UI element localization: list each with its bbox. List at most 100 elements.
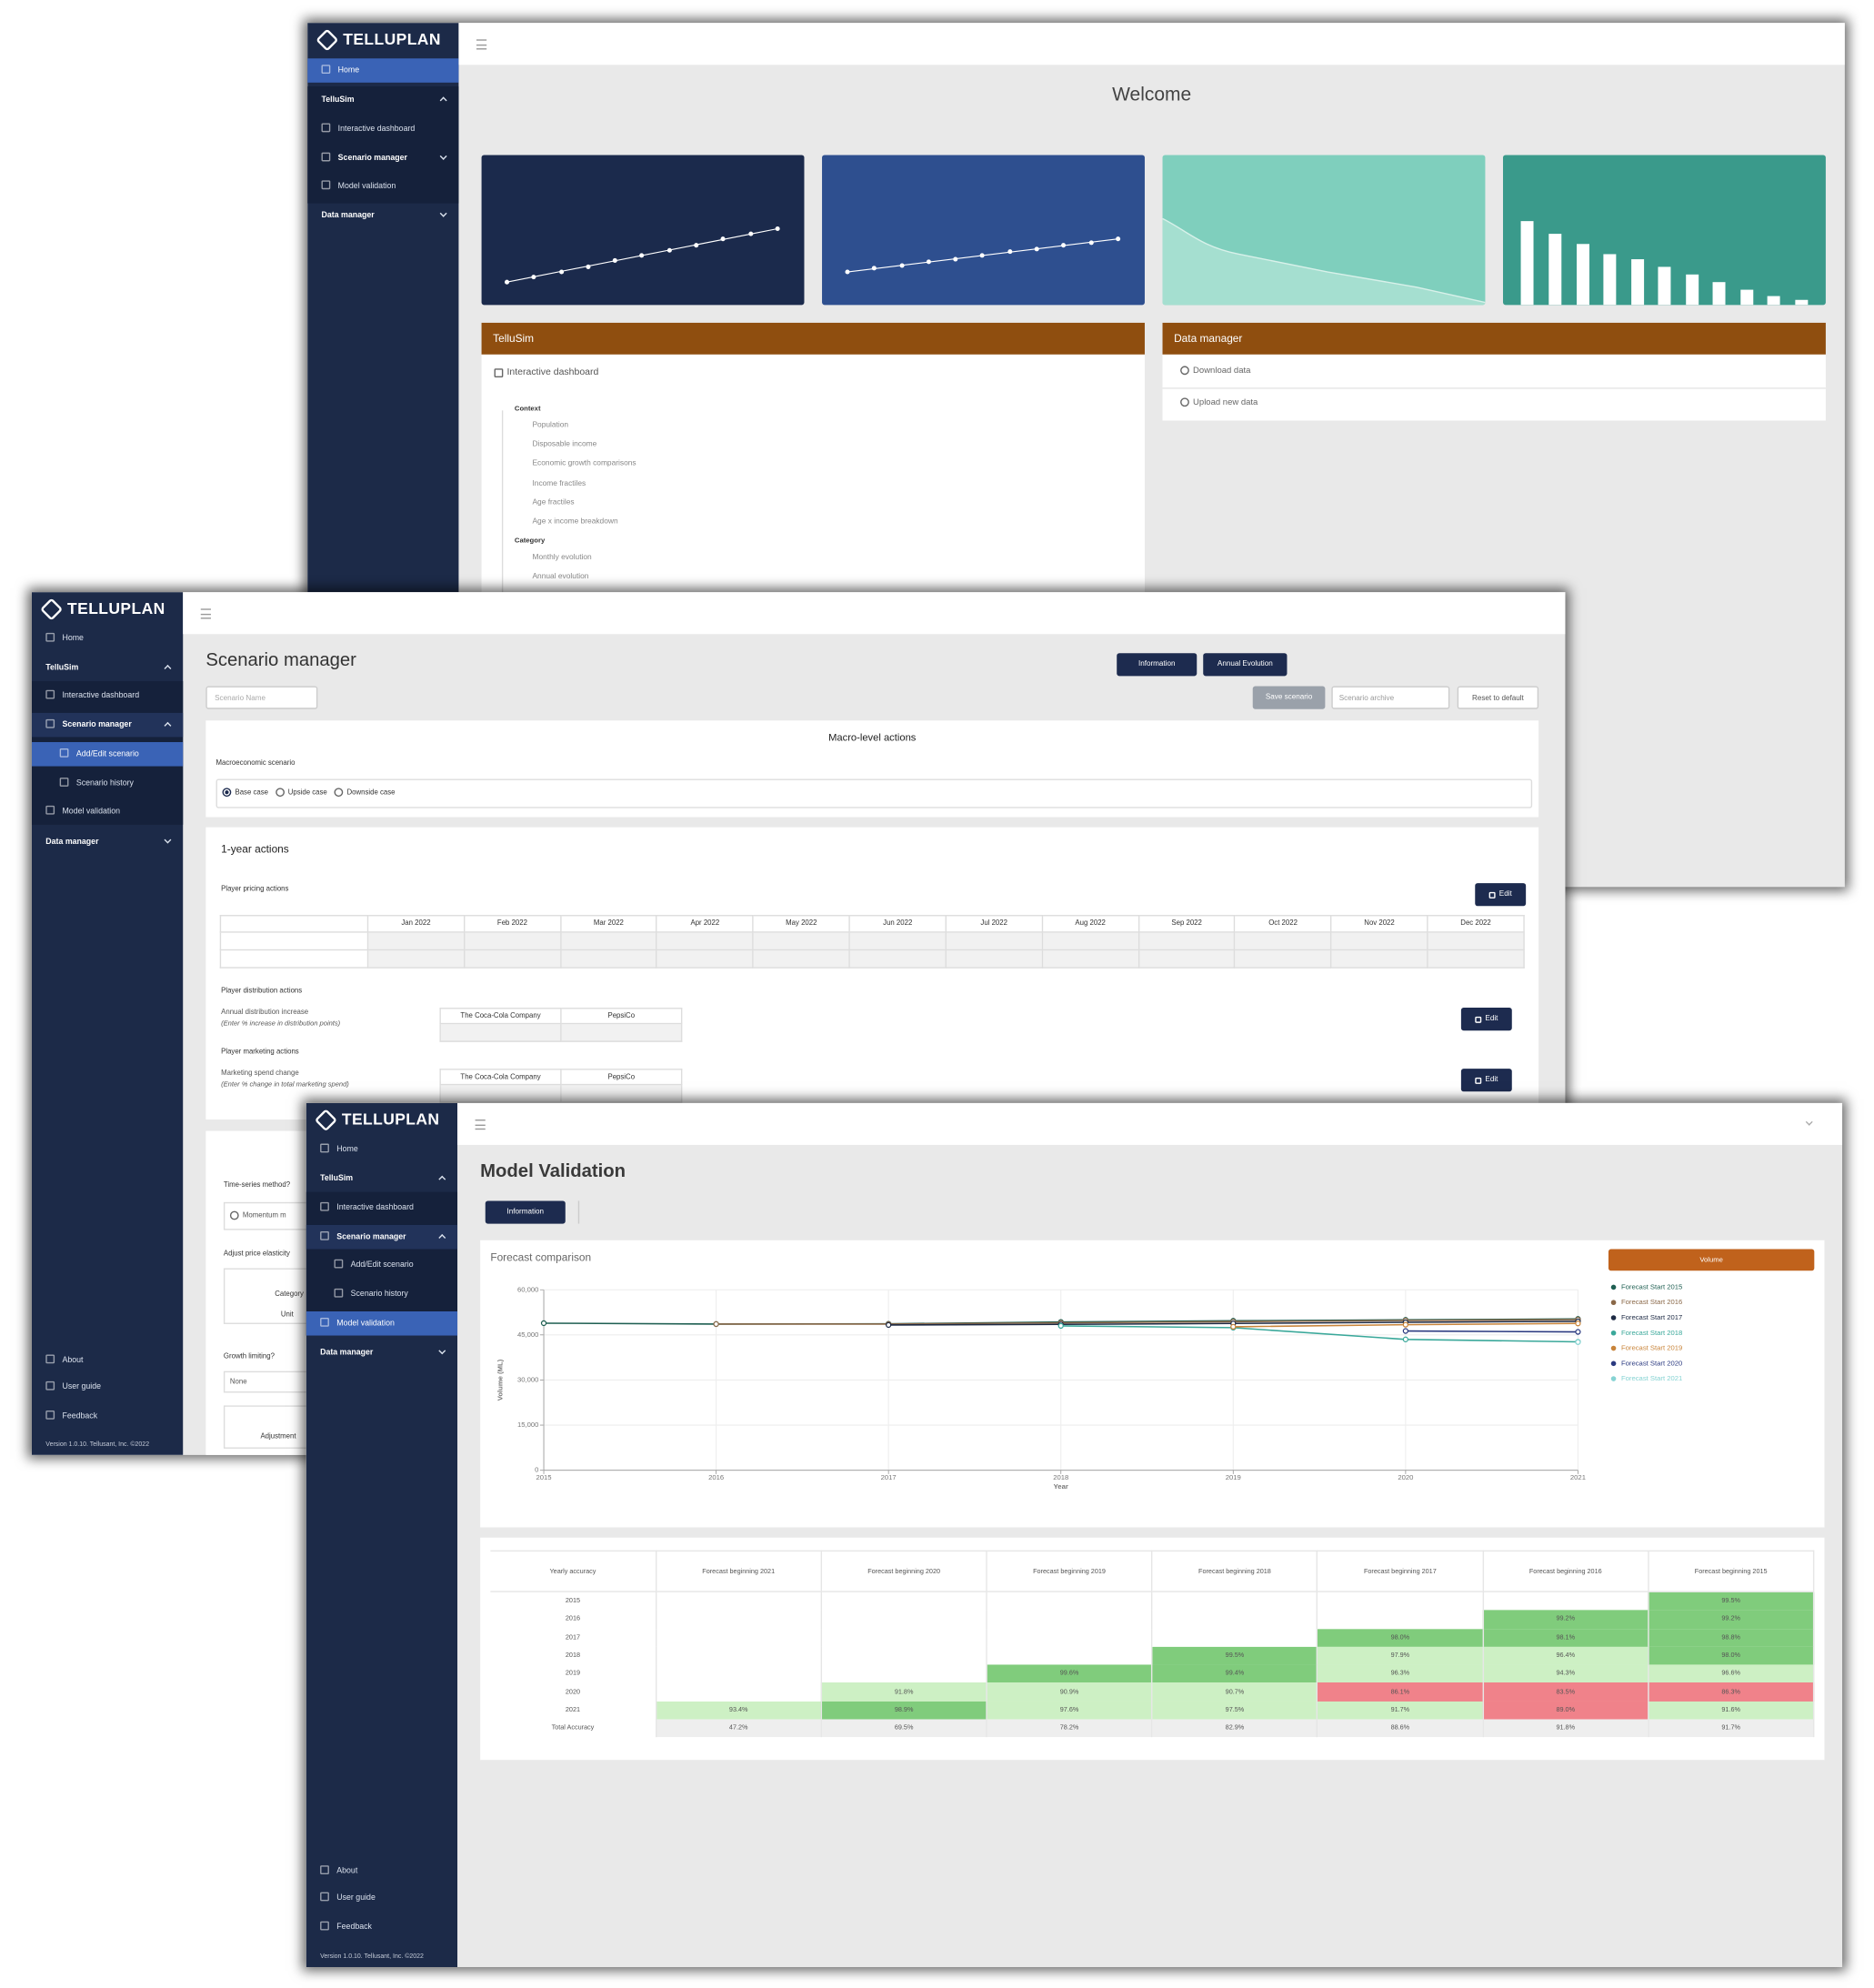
circle: [531, 275, 536, 280]
radio[interactable]: [229, 1210, 239, 1220]
reset-button[interactable]: Reset to default: [1457, 686, 1539, 709]
cell[interactable]: [463, 931, 562, 951]
cell[interactable]: [945, 931, 1043, 951]
nav-label: Add/Edit scenario: [75, 748, 139, 758]
cell[interactable]: [463, 949, 562, 969]
info-button[interactable]: Information: [485, 1200, 566, 1224]
panel-title: 1-year actions: [221, 842, 289, 856]
cell[interactable]: [1234, 931, 1332, 951]
cell[interactable]: [752, 949, 850, 969]
menu-button[interactable]: [476, 39, 487, 50]
save-button[interactable]: Save scenario: [1252, 686, 1326, 709]
nav-item[interactable]: Interactive dashboard: [306, 1195, 457, 1220]
nav-item[interactable]: About: [32, 1348, 183, 1372]
nav-item[interactable]: Home: [307, 57, 459, 83]
cell[interactable]: [1137, 949, 1236, 969]
nav-label: Data manager: [45, 837, 99, 846]
x-tick-label: 2020: [1398, 1473, 1413, 1481]
topbar: [183, 592, 1566, 635]
nav-item[interactable]: Scenario history: [32, 770, 183, 795]
cell[interactable]: [1330, 931, 1428, 951]
archive-select[interactable]: Scenario archive: [1331, 686, 1450, 709]
nav-item[interactable]: Data manager: [306, 1340, 457, 1364]
nav-item[interactable]: Scenario history: [306, 1281, 457, 1306]
nav-item[interactable]: Feedback: [306, 1914, 457, 1939]
cell[interactable]: [439, 1022, 562, 1042]
nav-item[interactable]: Feedback: [32, 1403, 183, 1428]
cell[interactable]: [848, 949, 947, 969]
card-chart[interactable]: [822, 155, 1145, 306]
data-point: [713, 1320, 719, 1328]
cell[interactable]: [560, 1022, 683, 1042]
cell[interactable]: [945, 949, 1043, 969]
radio[interactable]: [334, 787, 344, 797]
nav-item[interactable]: Scenario manager: [306, 1224, 458, 1249]
card-chart[interactable]: [1162, 155, 1486, 306]
cell[interactable]: [559, 931, 658, 951]
nav-label: Home: [337, 65, 360, 75]
nav-item[interactable]: Data manager: [307, 203, 458, 227]
user-menu[interactable]: [1805, 1118, 1813, 1126]
cell[interactable]: [1330, 949, 1428, 969]
accuracy-cell: [821, 1591, 987, 1611]
nav-item[interactable]: TelluSim: [306, 1166, 457, 1190]
annual-button[interactable]: Annual Evolution: [1203, 653, 1288, 677]
cell[interactable]: [1427, 949, 1525, 969]
menu-button[interactable]: [200, 608, 211, 619]
nav-item[interactable]: TelluSim: [32, 655, 183, 679]
card-chart[interactable]: [1502, 155, 1826, 306]
accuracy-cell: [821, 1610, 987, 1629]
nav-item[interactable]: Interactive dashboard: [32, 683, 183, 708]
cell[interactable]: [560, 1083, 683, 1103]
cell[interactable]: [848, 931, 947, 951]
cell[interactable]: [366, 949, 466, 969]
legend-marker: [1610, 1360, 1617, 1367]
g: [505, 226, 780, 285]
cell[interactable]: [752, 931, 850, 951]
cell[interactable]: [656, 931, 755, 951]
nav-item[interactable]: Interactive dashboard: [307, 116, 458, 141]
cell[interactable]: [1234, 949, 1332, 969]
radio[interactable]: [275, 787, 285, 797]
edit-button[interactable]: Edit: [1460, 1069, 1512, 1092]
nav-item[interactable]: Home: [306, 1137, 457, 1161]
nav-item[interactable]: Scenario manager: [31, 712, 184, 737]
nav-item[interactable]: User guide: [32, 1374, 183, 1399]
nav-item[interactable]: Home: [32, 626, 183, 650]
link[interactable]: Upload new data: [1175, 397, 1258, 407]
nav-item[interactable]: Model validation: [307, 174, 458, 198]
cell[interactable]: [1137, 931, 1236, 951]
nav-item[interactable]: About: [306, 1859, 457, 1883]
nav-item[interactable]: Add/Edit scenario: [306, 1252, 457, 1277]
edit-button[interactable]: Edit: [1460, 1008, 1512, 1031]
nav-item[interactable]: Model validation: [32, 798, 183, 823]
cell[interactable]: [559, 949, 658, 969]
nav-label: Data manager: [320, 1347, 374, 1357]
link[interactable]: Download data: [1175, 366, 1250, 376]
cell[interactable]: [656, 949, 755, 969]
radio[interactable]: [222, 787, 232, 797]
nav-item[interactable]: Model validation: [306, 1310, 458, 1335]
menu-button[interactable]: [475, 1120, 486, 1130]
cell[interactable]: [1041, 949, 1139, 969]
section-title[interactable]: Interactive dashboard: [494, 366, 598, 377]
cell[interactable]: [366, 931, 466, 951]
nav-item[interactable]: TelluSim: [307, 87, 458, 112]
info-button[interactable]: Information: [1117, 653, 1198, 677]
cell[interactable]: [1427, 931, 1525, 951]
card-chart[interactable]: [481, 155, 805, 306]
header-row: Yearly accuracy Forecast beginning 2021 Fo…: [490, 1550, 1815, 1592]
nav-item[interactable]: Data manager: [32, 829, 183, 854]
nav-item[interactable]: Add/Edit scenario: [31, 741, 184, 766]
edit-button[interactable]: Edit: [1475, 883, 1527, 907]
cell[interactable]: [1041, 931, 1139, 951]
cell[interactable]: [439, 1083, 562, 1103]
column-header: Forecast beginning 2017: [1317, 1550, 1484, 1592]
nav-item[interactable]: Scenario manager: [307, 146, 458, 170]
accuracy-cell: 99.2%: [1648, 1610, 1815, 1629]
scenario-name-input[interactable]: Scenario Name: [205, 686, 318, 709]
nav-label: TelluSim: [320, 1173, 354, 1183]
accuracy-cell: 98.0%: [1317, 1628, 1484, 1647]
nav-label: Model validation: [337, 181, 396, 190]
nav-item[interactable]: User guide: [306, 1885, 457, 1910]
